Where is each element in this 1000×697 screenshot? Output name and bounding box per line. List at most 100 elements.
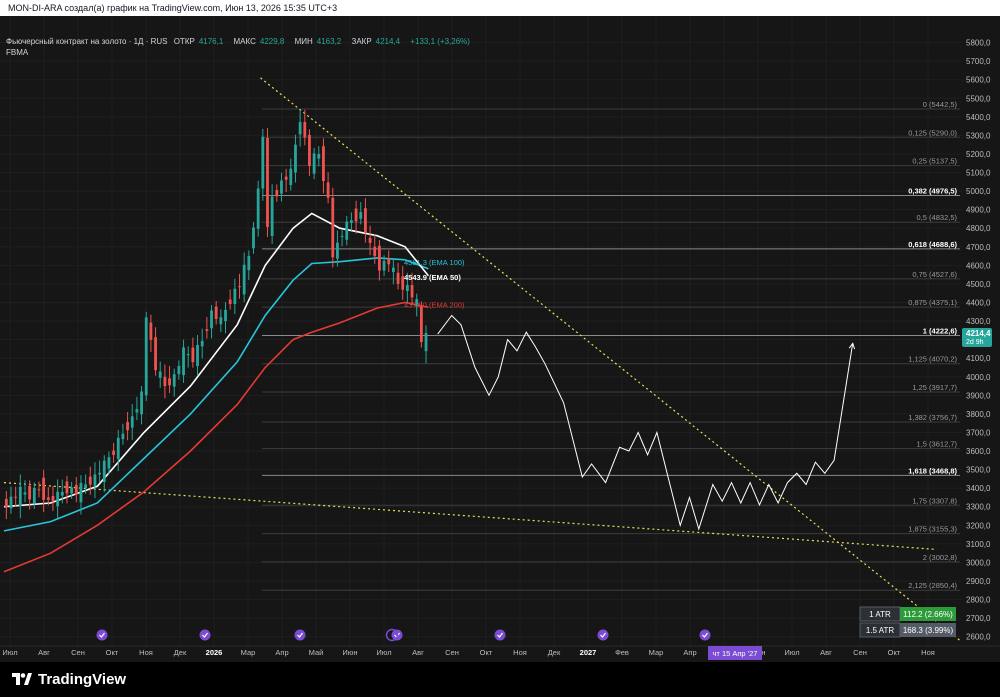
event-marker-icon <box>294 629 306 641</box>
candle-body <box>163 376 167 387</box>
candle-body <box>144 317 148 396</box>
candle-body <box>28 485 32 500</box>
price-axis-tick: 4400,0 <box>966 299 991 308</box>
fib-level-label: 1 (4222,6) <box>923 326 958 335</box>
fib-level-label: 0,25 (5137,5) <box>912 157 957 166</box>
candle-body <box>266 138 269 227</box>
price-axis-tick: 5500,0 <box>966 94 991 103</box>
price-axis-tick: 5600,0 <box>966 76 991 85</box>
candle-body <box>345 221 349 240</box>
candle-body <box>177 366 181 375</box>
candle-body <box>168 378 171 386</box>
fib-level-label: 1,75 (3307,8) <box>912 496 957 505</box>
time-axis-tick: Ноя <box>513 648 527 657</box>
close-label: ЗАКР <box>351 37 372 46</box>
candle-body <box>191 347 195 363</box>
candle-body <box>322 146 325 182</box>
time-axis-tick: Ноя <box>139 648 153 657</box>
candle-body <box>219 317 223 325</box>
price-axis-tick: 3300,0 <box>966 503 991 512</box>
price-axis-tick: 3900,0 <box>966 391 991 400</box>
candle-body <box>46 497 50 500</box>
candle-body <box>158 371 162 378</box>
candle-body <box>289 168 293 185</box>
time-axis-tick: Окт <box>888 648 901 657</box>
fib-level-label: 0 (5442,5) <box>923 100 958 109</box>
atr-value-box <box>900 607 956 621</box>
ema100-line <box>3 257 429 532</box>
candle-body <box>70 487 74 494</box>
time-axis-tick: Дек <box>548 648 561 657</box>
ema200-line <box>3 301 429 573</box>
candle-body <box>121 433 125 440</box>
time-axis-tick: Авг <box>38 648 50 657</box>
candle-body <box>326 182 330 198</box>
event-marker-icon <box>199 629 211 641</box>
projection-arrowhead <box>848 342 856 350</box>
time-axis-tick: Дек <box>174 648 187 657</box>
ema-value-label: 4543.9 (EMA 50) <box>404 273 461 282</box>
candle-body <box>284 176 288 180</box>
candle-body <box>9 496 13 509</box>
event-marker-icon <box>597 629 609 641</box>
candle-body <box>154 337 157 371</box>
time-axis-tick: Июн <box>342 648 357 657</box>
fib-level-label: 1,618 (3468,8) <box>908 466 957 475</box>
candle-body <box>93 474 97 486</box>
fib-level-label: 0,5 (4832,5) <box>917 213 958 222</box>
event-marker-check-icon <box>497 632 503 638</box>
event-marker-check-icon <box>99 632 105 638</box>
price-axis-tick: 4100,0 <box>966 354 991 363</box>
price-axis-tick: 5700,0 <box>966 57 991 66</box>
candle-body <box>224 309 227 322</box>
price-chart[interactable]: 0 (5442,5) 0,125 (5290,0) 0,25 (5137,5) 0,3… <box>0 16 1000 662</box>
price-axis-tick: 5000,0 <box>966 187 991 196</box>
fib-level-label: 0,382 (4976,5) <box>908 186 957 195</box>
low-label: МИН <box>294 37 313 46</box>
candle-body <box>350 220 353 223</box>
candle-body <box>23 492 27 495</box>
candle-body <box>37 489 41 491</box>
tradingview-logo-icon <box>12 672 32 685</box>
ema-value-label: 4581.3 (EMA 100) <box>404 258 465 267</box>
candle-body <box>88 476 92 485</box>
fib-level-label: 1,875 (3155,3) <box>908 525 957 534</box>
candle-body <box>149 322 153 340</box>
atr-value: 168.3 (3.99%) <box>903 626 954 635</box>
candle-body <box>410 285 414 298</box>
candle-body <box>391 267 395 273</box>
price-axis-tick: 3600,0 <box>966 447 991 456</box>
time-axis-tick: Июл <box>2 648 17 657</box>
fib-level-label: 1,25 (3917,7) <box>912 383 957 392</box>
candle-body <box>308 134 311 166</box>
candle-body <box>102 460 106 482</box>
candle-body <box>242 264 246 295</box>
trendline <box>260 77 961 641</box>
candle-body <box>56 491 60 507</box>
price-axis-tick: 4300,0 <box>966 317 991 326</box>
candle-body <box>172 374 176 387</box>
price-axis-tick: 4000,0 <box>966 373 991 382</box>
chart-area[interactable]: Фьючерсный контракт на золото · 1Д · RUS… <box>0 16 1000 662</box>
last-price-value: 4214,4 <box>966 329 991 338</box>
candle-body <box>368 237 372 243</box>
event-marker-check-icon <box>702 632 708 638</box>
candle-body <box>60 491 64 496</box>
candle-body <box>331 197 335 258</box>
atr-label: 1.5 ATR <box>866 626 895 635</box>
time-axis-tick: Июл <box>376 648 391 657</box>
time-axis-tick: Авг <box>412 648 424 657</box>
time-axis-tick: Мар <box>241 648 256 657</box>
tradingview-logo[interactable]: TradingView <box>12 671 126 688</box>
last-price-countdown: 2d 9h <box>966 339 984 346</box>
low-value: 4163,2 <box>316 37 342 46</box>
fib-level-label: 1,125 (4070,2) <box>908 355 957 364</box>
ema50-line <box>3 212 430 508</box>
candle-body <box>84 484 88 489</box>
price-axis-tick: 5800,0 <box>966 39 991 48</box>
candle-body <box>419 306 423 343</box>
time-axis-tick: Апр <box>275 648 288 657</box>
header-title: MON-DI-ARA создал(а) график на TradingVi… <box>0 0 1000 16</box>
price-axis-tick: 2700,0 <box>966 614 991 623</box>
